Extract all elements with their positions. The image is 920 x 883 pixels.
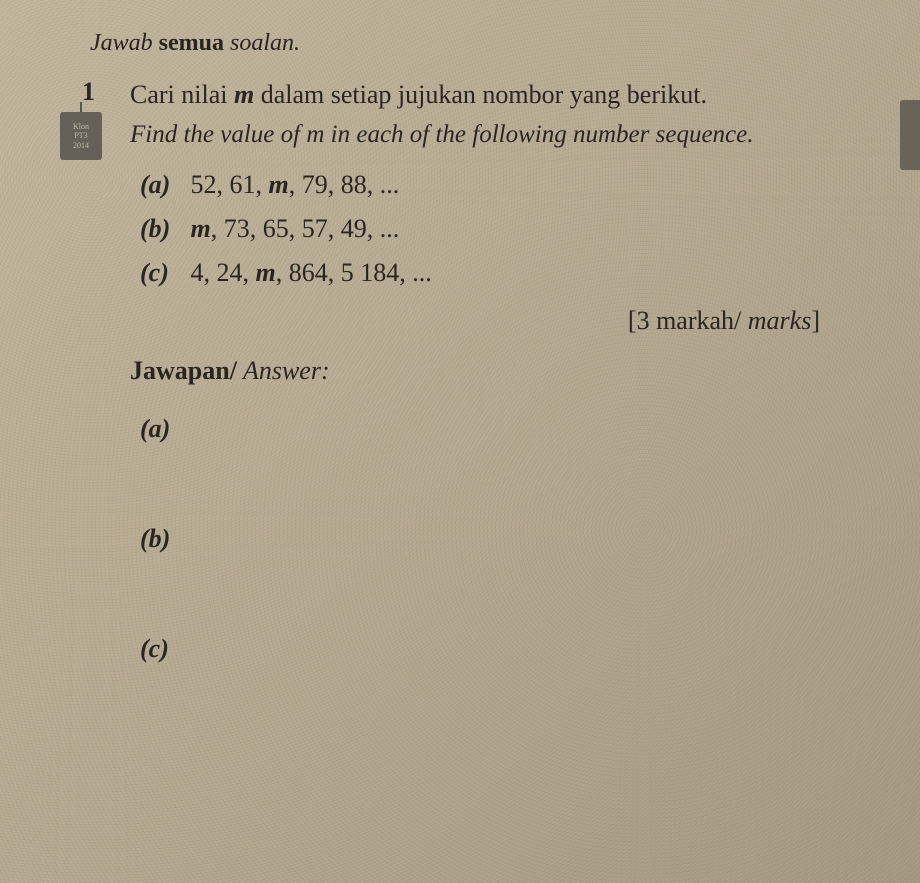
tag-line-3: 2014: [73, 141, 89, 151]
item-c-label: (c): [140, 258, 184, 288]
item-b-var: m: [191, 214, 211, 243]
item-a-seq2: , 79, 88, ...: [289, 170, 400, 199]
item-c-var: m: [256, 258, 276, 287]
answer-heading-bold: Jawapan/: [130, 356, 237, 385]
book-tag-icon: Klon PT3 2014: [60, 112, 102, 160]
sub-item-a: (a) 52, 61, m, 79, 88, ...: [130, 170, 860, 200]
q-my-part2: dalam setiap jujukan nombor yang berikut…: [254, 80, 707, 109]
question-text-malay: Cari nilai m dalam setiap jujukan nombor…: [130, 77, 860, 113]
item-b-label: (b): [140, 214, 184, 244]
instruction-bold: semua: [159, 30, 224, 56]
q-my-part1: Cari nilai: [130, 80, 234, 109]
marks-close: ]: [811, 306, 820, 335]
instruction-line: Jawab semua soalan.: [90, 30, 860, 57]
item-c-seq1: 4, 24,: [191, 258, 256, 287]
marks-italic: marks: [741, 306, 811, 335]
side-tab: [900, 100, 920, 170]
instruction-prefix: Jawab: [90, 30, 153, 56]
item-a-var: m: [269, 170, 289, 199]
sub-item-b: (b) m, 73, 65, 57, 49, ...: [130, 214, 860, 244]
tag-line-1: Klon: [73, 122, 89, 132]
q-en-part2: in each of the following number sequence…: [324, 121, 753, 148]
instruction-suffix: soalan.: [230, 30, 300, 56]
item-b-seq2: , 73, 65, 57, 49, ...: [211, 214, 400, 243]
answer-c-label: (c): [130, 634, 860, 664]
sub-item-c: (c) 4, 24, m, 864, 5 184, ...: [130, 258, 860, 288]
question-text-english: Find the value of m in each of the follo…: [130, 117, 860, 152]
answer-a-label: (a): [130, 414, 860, 444]
marks-line: [3 markah/ marks]: [130, 306, 860, 336]
q-en-var: m: [306, 121, 324, 148]
q-en-part1: Find the value of: [130, 121, 306, 148]
marks-open: [3 markah/: [628, 306, 741, 335]
answer-heading: Jawapan/ Answer:: [130, 356, 860, 386]
q-my-var: m: [234, 80, 254, 109]
question-number: 1: [82, 77, 95, 107]
tag-line-2: PT3: [74, 131, 87, 141]
answer-b-label: (b): [130, 524, 860, 554]
item-a-seq1: 52, 61,: [191, 170, 269, 199]
question-block: 1 Klon PT3 2014 Cari nilai m dalam setia…: [90, 77, 860, 664]
answer-heading-italic: Answer:: [237, 356, 330, 385]
item-c-seq2: , 864, 5 184, ...: [276, 258, 432, 287]
item-a-label: (a): [140, 170, 184, 200]
